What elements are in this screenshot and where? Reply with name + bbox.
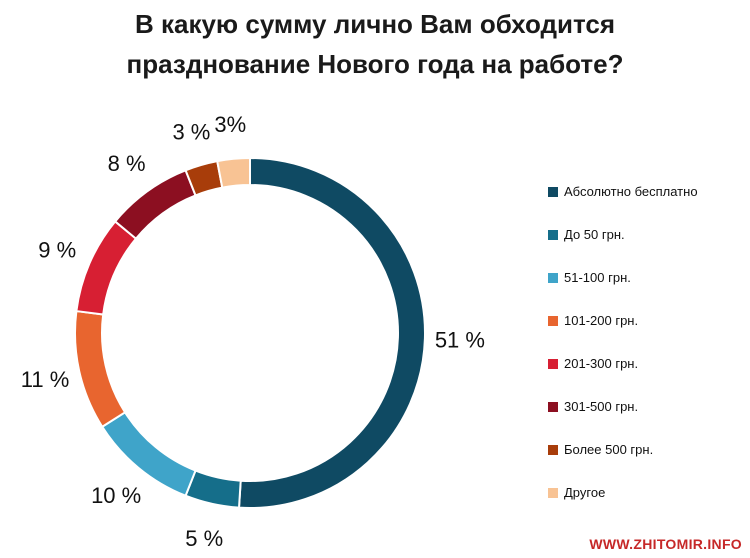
legend-label: 301-500 грн.: [564, 399, 639, 414]
chart-title-line-2: празднование Нового года на работе?: [126, 49, 624, 79]
legend-label: Абсолютно бесплатно: [564, 184, 698, 199]
legend-label: 201-300 грн.: [564, 356, 639, 371]
legend-item-6: Более 500 грн.: [548, 428, 698, 471]
donut-slice-4: [75, 220, 138, 316]
legend-swatch: [548, 186, 558, 197]
legend-swatch: [548, 358, 558, 369]
slice-value-label-6: 3 %: [172, 119, 210, 144]
donut-slice-5: [113, 168, 197, 241]
legend-item-5: 301-500 грн.: [548, 385, 698, 428]
legend-item-1: До 50 грн.: [548, 213, 698, 256]
legend-label: 101-200 грн.: [564, 313, 639, 328]
legend-label: 51-100 грн.: [564, 270, 631, 285]
slice-value-label-3: 11 %: [21, 367, 70, 392]
donut-slice-0: [237, 156, 426, 509]
legend-swatch: [548, 444, 558, 455]
chart-legend: Абсолютно бесплатно До 50 грн. 51-100 грн.…: [548, 170, 698, 514]
legend-swatch: [548, 272, 558, 283]
slice-value-label-7: 3%: [214, 112, 246, 137]
legend-item-4: 201-300 грн.: [548, 342, 698, 385]
chart-title-line-1: В какую сумму лично Вам обходится: [134, 9, 615, 39]
legend-swatch: [548, 401, 558, 412]
legend-item-3: 101-200 грн.: [548, 299, 698, 342]
legend-item-0: Абсолютно бесплатно: [548, 170, 698, 213]
donut-slice-7: [216, 156, 251, 189]
legend-swatch: [548, 229, 558, 240]
legend-swatch: [548, 315, 558, 326]
legend-item-2: 51-100 грн.: [548, 256, 698, 299]
legend-swatch: [548, 487, 558, 498]
slice-value-label-2: 10 %: [91, 483, 141, 508]
legend-label: Более 500 грн.: [564, 442, 654, 457]
slice-value-label-5: 8 %: [108, 151, 146, 176]
chart-title: В какую сумму лично Вам обходится праздн…: [0, 4, 750, 84]
slice-value-label-4: 9 %: [38, 238, 76, 263]
legend-item-7: Другое: [548, 471, 698, 514]
legend-label: Другое: [564, 485, 606, 500]
donut-slice-3: [74, 309, 127, 429]
slice-value-label-0: 51 %: [435, 328, 485, 353]
site-watermark: WWW.ZHITOMIR.INFO: [589, 536, 742, 552]
slice-value-label-1: 5 %: [185, 526, 223, 551]
legend-label: До 50 грн.: [564, 227, 625, 242]
